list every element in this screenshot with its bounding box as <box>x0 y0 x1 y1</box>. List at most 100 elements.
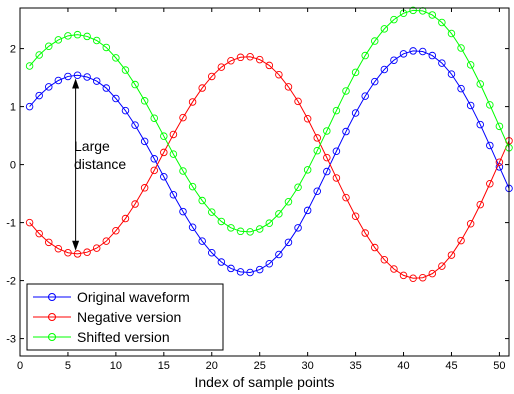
series-layer <box>25 6 513 283</box>
data-point <box>428 11 437 19</box>
data-point <box>92 36 101 45</box>
legend-marker <box>48 293 56 301</box>
legend-label: Original waveform <box>77 289 190 305</box>
data-point <box>198 84 206 92</box>
x-tick-label: 5 <box>65 360 71 372</box>
x-tick-label: 20 <box>206 360 218 372</box>
data-point <box>150 166 158 175</box>
data-point <box>409 6 417 15</box>
data-point <box>486 101 494 109</box>
data-point <box>332 106 341 115</box>
data-point <box>102 237 111 245</box>
data-point <box>361 229 369 237</box>
data-point <box>418 273 427 282</box>
series-1 <box>25 47 513 277</box>
x-tick-label: 10 <box>110 360 122 372</box>
x-tick-label: 0 <box>17 360 23 372</box>
x-tick-label: 25 <box>254 360 266 372</box>
x-tick-label: 30 <box>302 360 314 372</box>
legend-item-2: Negative version <box>33 309 181 325</box>
data-point <box>64 249 72 257</box>
data-point <box>342 127 350 136</box>
data-point <box>121 106 130 115</box>
data-point <box>198 237 206 245</box>
legend-item-1: Original waveform <box>33 289 190 305</box>
y-tick-label: -2 <box>6 276 16 288</box>
data-point <box>284 197 293 206</box>
data-point <box>83 32 91 41</box>
data-point <box>25 102 34 111</box>
data-point <box>25 218 34 227</box>
data-point <box>73 71 82 80</box>
data-point <box>275 250 283 259</box>
data-point <box>160 148 168 157</box>
x-tick-label: 50 <box>493 360 505 372</box>
data-point <box>102 43 111 52</box>
annotation-arrow <box>72 78 80 251</box>
data-point <box>188 182 197 191</box>
data-point <box>64 32 72 40</box>
data-point <box>447 251 456 259</box>
data-point <box>227 264 235 273</box>
data-point <box>246 268 254 277</box>
data-point <box>351 212 360 220</box>
data-point <box>486 141 494 150</box>
data-point <box>265 61 274 70</box>
data-point <box>275 210 283 218</box>
data-point <box>313 134 321 142</box>
data-point <box>150 114 158 122</box>
data-point <box>169 191 178 199</box>
data-point <box>447 70 456 78</box>
data-point <box>217 63 226 71</box>
data-point <box>380 25 389 33</box>
data-point <box>179 207 187 216</box>
data-point <box>294 97 302 106</box>
x-tick-label: 15 <box>158 360 170 372</box>
data-point <box>227 224 235 232</box>
data-point <box>351 109 360 117</box>
data-point <box>380 65 389 74</box>
data-point <box>351 68 360 77</box>
data-point <box>73 250 82 258</box>
data-point <box>179 113 187 122</box>
legend: Original waveform Negative version Shifted… <box>26 283 224 351</box>
data-point <box>255 55 264 64</box>
data-point <box>54 244 63 253</box>
data-point <box>169 130 178 139</box>
data-point <box>246 228 254 236</box>
arrow-head-up <box>72 78 80 89</box>
x-axis-label: Index of sample points <box>194 374 334 390</box>
data-point <box>438 18 446 27</box>
data-point <box>265 260 274 268</box>
axes-layer: 0 5 10 15 20 25 30 35 40 45 50 -3 -2 -1 0 1 2 <box>6 7 510 372</box>
data-point <box>294 183 302 191</box>
legend-label: Shifted version <box>77 329 170 345</box>
data-point <box>313 146 321 155</box>
data-point <box>102 84 111 92</box>
y-tick-label: -1 <box>6 218 16 230</box>
data-point <box>457 44 465 52</box>
data-point <box>390 15 398 24</box>
y-tick-label: 1 <box>10 102 16 114</box>
data-point <box>399 50 408 58</box>
data-point <box>45 83 53 91</box>
data-point <box>390 265 398 273</box>
data-point <box>121 214 130 223</box>
data-point <box>198 196 206 205</box>
x-tick-label: 40 <box>397 360 409 372</box>
data-point <box>361 92 369 100</box>
data-point <box>294 224 302 232</box>
legend-label: Negative version <box>77 309 181 325</box>
data-point <box>275 70 283 79</box>
data-point <box>371 243 379 252</box>
data-point <box>83 248 91 256</box>
data-point <box>284 238 293 247</box>
data-point <box>380 255 389 264</box>
arrow-head-down <box>72 240 80 251</box>
data-point <box>35 91 43 100</box>
data-point <box>208 208 216 216</box>
data-point <box>169 150 178 158</box>
data-point <box>466 101 475 110</box>
x-tick-label: 35 <box>349 360 361 372</box>
